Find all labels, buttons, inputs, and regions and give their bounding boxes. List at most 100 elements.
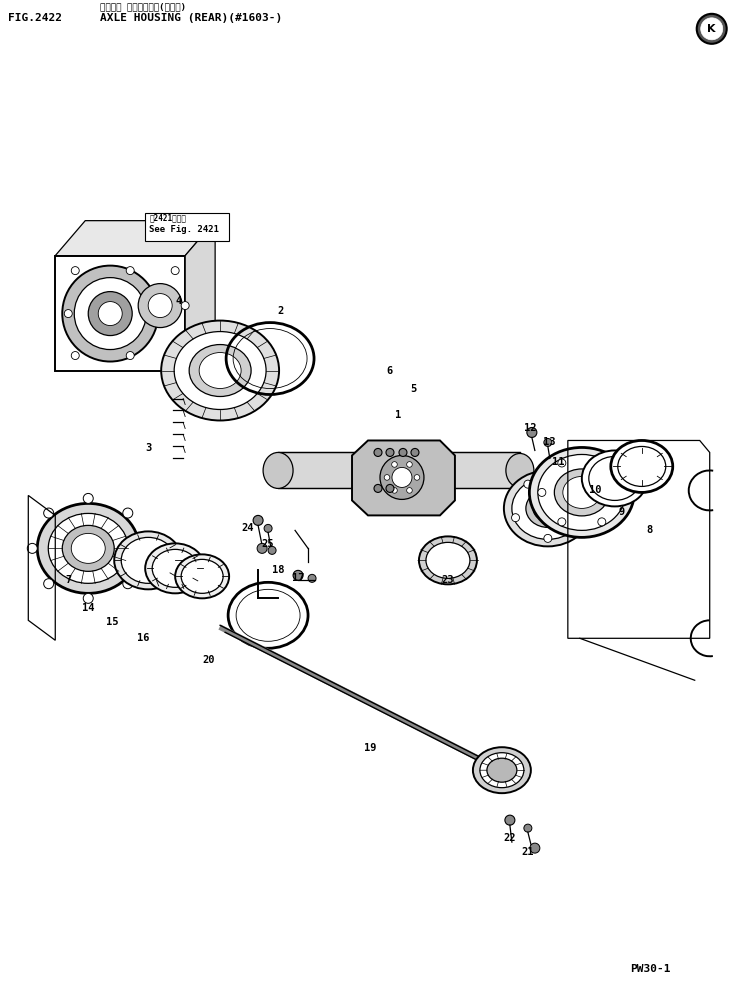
Circle shape — [407, 462, 413, 467]
Polygon shape — [352, 440, 455, 515]
Circle shape — [392, 468, 412, 488]
Circle shape — [84, 594, 93, 604]
Text: 22: 22 — [504, 833, 516, 843]
Circle shape — [374, 485, 382, 493]
FancyBboxPatch shape — [145, 213, 229, 241]
Text: 9: 9 — [618, 507, 625, 517]
Ellipse shape — [72, 533, 105, 563]
Text: 19: 19 — [364, 743, 376, 753]
Text: AXLE HOUSING (REAR)(#1603-): AXLE HOUSING (REAR)(#1603-) — [100, 13, 283, 23]
Ellipse shape — [181, 559, 223, 594]
Circle shape — [524, 481, 532, 489]
Circle shape — [697, 14, 727, 44]
Circle shape — [126, 267, 134, 275]
Circle shape — [123, 508, 133, 518]
Circle shape — [576, 513, 584, 521]
Ellipse shape — [161, 320, 279, 420]
Circle shape — [140, 543, 149, 553]
Ellipse shape — [487, 758, 517, 782]
Ellipse shape — [504, 471, 592, 546]
Text: 12: 12 — [524, 423, 536, 433]
Circle shape — [171, 267, 179, 275]
Circle shape — [598, 518, 606, 526]
Circle shape — [126, 352, 134, 360]
Text: 11: 11 — [551, 458, 564, 468]
Ellipse shape — [175, 554, 229, 599]
Ellipse shape — [554, 469, 609, 516]
Ellipse shape — [480, 753, 524, 788]
Circle shape — [512, 513, 519, 521]
Circle shape — [181, 301, 189, 309]
Ellipse shape — [263, 453, 293, 489]
Ellipse shape — [62, 525, 114, 572]
Circle shape — [527, 427, 537, 437]
Polygon shape — [55, 221, 215, 256]
Ellipse shape — [538, 455, 626, 530]
Text: 8: 8 — [647, 525, 653, 535]
Circle shape — [138, 283, 182, 328]
Ellipse shape — [419, 536, 477, 585]
Ellipse shape — [506, 454, 534, 488]
Circle shape — [700, 18, 723, 40]
Text: K: K — [707, 24, 716, 34]
Polygon shape — [185, 221, 215, 371]
Text: 17: 17 — [292, 574, 304, 584]
Text: See Fig. 2421: See Fig. 2421 — [149, 225, 219, 234]
Text: 20: 20 — [202, 655, 214, 665]
Ellipse shape — [189, 345, 251, 396]
Ellipse shape — [512, 478, 584, 539]
Circle shape — [538, 489, 546, 496]
Circle shape — [411, 449, 419, 457]
Ellipse shape — [611, 440, 673, 493]
Text: 5: 5 — [410, 384, 416, 393]
Text: 4: 4 — [175, 295, 181, 305]
Ellipse shape — [199, 353, 241, 388]
Circle shape — [72, 267, 79, 275]
Circle shape — [268, 546, 276, 554]
Circle shape — [564, 481, 572, 489]
Circle shape — [544, 438, 552, 447]
Circle shape — [171, 352, 179, 360]
Circle shape — [44, 579, 54, 589]
Circle shape — [392, 488, 398, 494]
Circle shape — [407, 488, 413, 494]
Circle shape — [75, 277, 146, 350]
Text: 2: 2 — [277, 305, 283, 315]
Polygon shape — [55, 256, 185, 371]
Circle shape — [399, 449, 407, 457]
Ellipse shape — [114, 531, 182, 590]
Ellipse shape — [121, 537, 175, 584]
Text: PW30-1: PW30-1 — [630, 964, 671, 974]
Text: 14: 14 — [82, 604, 95, 613]
Text: 3: 3 — [145, 443, 151, 454]
Ellipse shape — [152, 549, 198, 588]
Circle shape — [598, 459, 606, 467]
Text: 16: 16 — [137, 633, 149, 643]
Circle shape — [64, 309, 72, 317]
Circle shape — [618, 489, 626, 496]
Text: アクスル ハウジング　(リヤー): アクスル ハウジング (リヤー) — [100, 2, 186, 11]
Text: 1: 1 — [395, 410, 401, 420]
Circle shape — [84, 494, 93, 503]
Ellipse shape — [426, 542, 470, 579]
Text: 13: 13 — [542, 437, 555, 448]
Text: 25: 25 — [262, 539, 275, 549]
Circle shape — [384, 475, 390, 481]
Ellipse shape — [473, 747, 531, 793]
Circle shape — [123, 579, 133, 589]
Text: 23: 23 — [442, 576, 454, 586]
Ellipse shape — [37, 503, 140, 594]
Ellipse shape — [533, 496, 562, 521]
Circle shape — [88, 291, 132, 336]
Circle shape — [558, 518, 565, 526]
Circle shape — [505, 816, 515, 826]
Circle shape — [558, 459, 565, 467]
Ellipse shape — [562, 477, 601, 508]
Circle shape — [544, 534, 552, 542]
Text: 10: 10 — [589, 486, 601, 496]
Text: 第2421図参照: 第2421図参照 — [149, 214, 186, 223]
Circle shape — [62, 266, 158, 362]
Polygon shape — [278, 453, 520, 489]
Circle shape — [530, 843, 540, 853]
Circle shape — [264, 524, 272, 532]
